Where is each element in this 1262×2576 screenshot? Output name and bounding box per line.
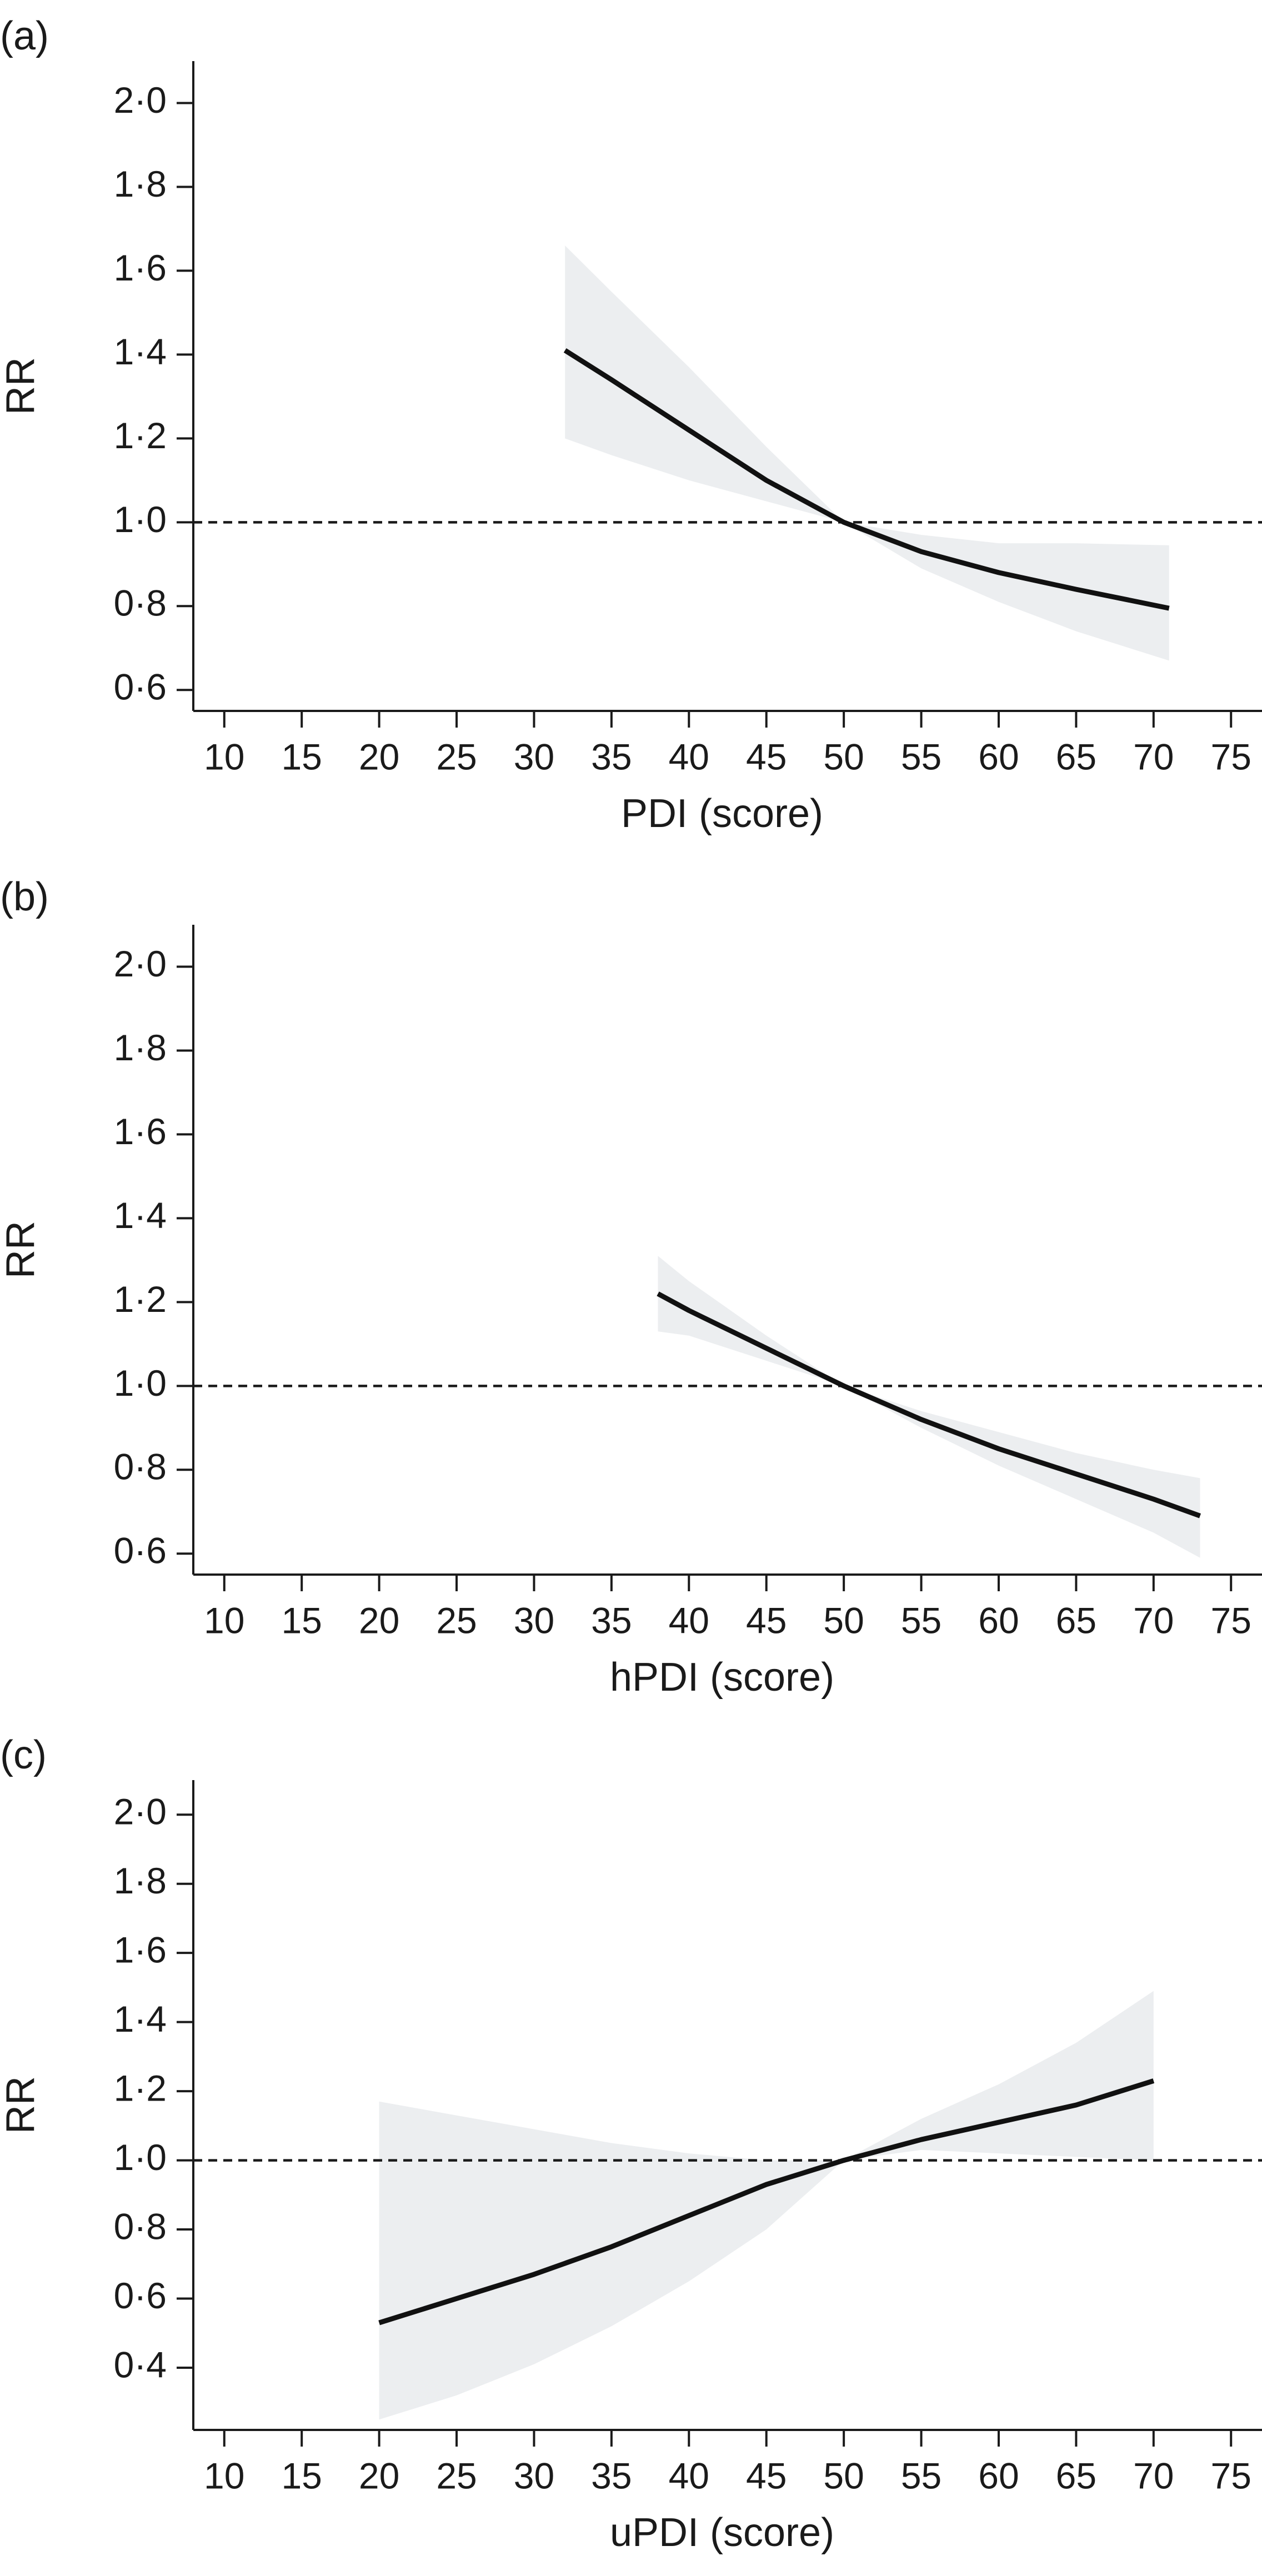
x-tick-label: 10 <box>204 736 244 777</box>
y-tick-label: 1·6 <box>114 247 167 288</box>
rr-curve <box>657 1291 1201 1518</box>
x-tick-label: 65 <box>1056 2455 1096 2496</box>
y-tick-label: 0·8 <box>114 583 167 624</box>
rr-curve <box>563 348 1170 611</box>
x-tick-label: 70 <box>1133 736 1174 777</box>
y-tick-label: 1·0 <box>114 499 167 540</box>
x-axis-label: uPDI (score) <box>610 2510 834 2555</box>
x-tick-label: 15 <box>281 2455 322 2496</box>
y-tick-label: 1·2 <box>114 2068 167 2109</box>
x-tick-label: 10 <box>204 1600 244 1641</box>
x-tick-label: 75 <box>1211 736 1251 777</box>
y-tick-label: 0·8 <box>114 2206 167 2247</box>
y-tick-label: 1·2 <box>114 415 167 456</box>
x-tick-label: 15 <box>281 1600 322 1641</box>
y-axis-label: RR <box>0 1221 43 1279</box>
y-tick-label: 2·0 <box>114 79 167 121</box>
confidence-band <box>565 245 1169 661</box>
x-tick-label: 70 <box>1133 2455 1174 2496</box>
x-tick-label: 65 <box>1056 1600 1096 1641</box>
x-tick-label: 20 <box>359 1600 399 1641</box>
x-tick-label: 25 <box>436 2455 477 2496</box>
y-tick-label: 1·2 <box>114 1279 167 1320</box>
x-tick-label: 50 <box>823 2455 864 2496</box>
x-tick-label: 50 <box>823 1600 864 1641</box>
y-tick-label: 2·0 <box>114 1791 167 1832</box>
y-axis-label: RR <box>0 2076 43 2134</box>
x-tick-label: 10 <box>204 2455 244 2496</box>
y-tick-label: 1·6 <box>114 1111 167 1152</box>
y-tick-label: 1·6 <box>114 1930 167 1971</box>
y-tick-label: 2·0 <box>114 943 167 984</box>
x-tick-label: 30 <box>514 1600 554 1641</box>
x-tick-label: 25 <box>436 736 477 777</box>
y-tick-label: 1·8 <box>114 1860 167 1901</box>
x-tick-label: 75 <box>1211 1600 1251 1641</box>
x-tick-label: 35 <box>591 1600 632 1641</box>
x-tick-label: 55 <box>901 1600 942 1641</box>
confidence-band <box>379 1991 1154 2420</box>
x-tick-label: 50 <box>823 736 864 777</box>
panel-label: (c) <box>0 1733 47 1777</box>
x-tick-label: 75 <box>1211 2455 1251 2496</box>
x-tick-label: 60 <box>978 1600 1019 1641</box>
confidence-band <box>658 1256 1200 1558</box>
x-tick-label: 30 <box>514 2455 554 2496</box>
x-axis-label: hPDI (score) <box>610 1655 834 1700</box>
x-tick-label: 15 <box>281 736 322 777</box>
panel-c: (c) 0·4 0·6 0·8 1·0 1·2 1·4 1·6 1·8 2·0 10 15 20 25 30… <box>0 1733 1262 2555</box>
y-axis-label: RR <box>0 357 43 415</box>
panel-b: (b) 0·6 0·8 1·0 1·2 1·4 1·6 1·8 2·0 10 15 20 25 30 35 4… <box>0 875 1262 1700</box>
y-tick-label: 1·8 <box>114 163 167 204</box>
y-tick-label: 1·0 <box>114 2137 167 2178</box>
x-tick-label: 40 <box>669 736 709 777</box>
x-tick-label: 65 <box>1056 736 1096 777</box>
x-tick-label: 45 <box>746 736 787 777</box>
rr-curve <box>378 2078 1155 2326</box>
x-tick-label: 55 <box>901 736 942 777</box>
x-axis-label: PDI (score) <box>621 791 823 836</box>
x-tick-label: 70 <box>1133 1600 1174 1641</box>
x-tick-label: 30 <box>514 736 554 777</box>
x-tick-label: 60 <box>978 736 1019 777</box>
y-tick-label: 1·4 <box>114 1998 167 2039</box>
y-tick-label: 0·6 <box>114 666 167 708</box>
x-tick-label: 20 <box>359 2455 399 2496</box>
y-tick-label: 0·6 <box>114 1530 167 1571</box>
panel-label: (b) <box>0 875 49 919</box>
y-tick-label: 0·8 <box>114 1446 167 1487</box>
x-tick-label: 55 <box>901 2455 942 2496</box>
panel-a: (a) 0·6 0·8 1·0 1·2 1·4 1·6 1·8 2·0 10 15 20 25 30 35 4… <box>0 14 1262 836</box>
x-tick-label: 40 <box>669 2455 709 2496</box>
y-tick-label: 0·4 <box>114 2344 167 2385</box>
x-tick-label: 40 <box>669 1600 709 1641</box>
y-tick-label: 1·4 <box>114 331 167 372</box>
x-tick-label: 20 <box>359 736 399 777</box>
x-tick-label: 35 <box>591 2455 632 2496</box>
y-tick-label: 1·4 <box>114 1195 167 1236</box>
x-tick-label: 45 <box>746 1600 787 1641</box>
x-tick-label: 45 <box>746 2455 787 2496</box>
panel-label: (a) <box>0 14 49 58</box>
y-tick-label: 1·0 <box>114 1362 167 1404</box>
y-tick-label: 0·6 <box>114 2275 167 2316</box>
y-tick-label: 1·8 <box>114 1027 167 1068</box>
x-tick-label: 25 <box>436 1600 477 1641</box>
x-tick-label: 60 <box>978 2455 1019 2496</box>
x-tick-label: 35 <box>591 736 632 777</box>
